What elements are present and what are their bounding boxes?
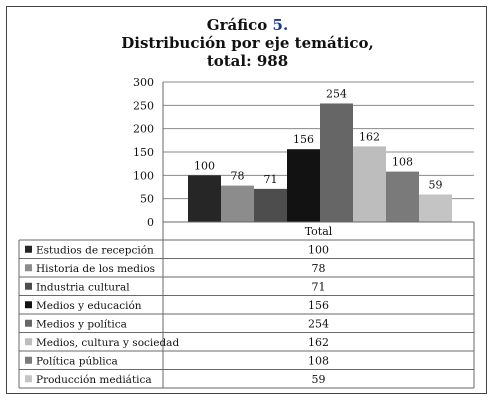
table-value: 78 xyxy=(312,262,326,275)
bar xyxy=(386,171,419,222)
data-label: 162 xyxy=(359,130,380,143)
legend-entry: Estudios de recepción xyxy=(36,244,154,256)
data-label: 156 xyxy=(293,133,314,146)
bar xyxy=(221,185,254,222)
data-label: 59 xyxy=(429,178,443,191)
legend-entry: Industria cultural xyxy=(36,281,130,293)
chart-title-line2: Distribución por eje temático, xyxy=(121,34,374,52)
table-value: 71 xyxy=(312,280,326,293)
bar xyxy=(320,103,353,222)
chart-title-number: 5. xyxy=(272,16,289,34)
chart-title: Gráfico 5. Distribución por eje temático… xyxy=(0,16,495,70)
x-category-label: Total xyxy=(305,225,333,238)
chart-title-prefix: Gráfico xyxy=(206,16,268,34)
table-value: 100 xyxy=(308,243,329,256)
legend-swatch xyxy=(25,245,32,253)
legend-swatch xyxy=(25,338,32,346)
data-label: 78 xyxy=(231,170,245,183)
bar xyxy=(353,146,386,222)
bar xyxy=(188,175,221,222)
legend-entry: Producción mediática xyxy=(36,374,152,386)
table-value: 108 xyxy=(308,354,329,367)
legend-swatch xyxy=(25,356,32,364)
legend-entry: Historia de los medios xyxy=(36,263,155,275)
data-label: 108 xyxy=(392,156,413,169)
table-value: 254 xyxy=(308,317,329,330)
legend-entry: Medios y educación xyxy=(36,300,142,312)
data-label: 100 xyxy=(194,159,215,172)
y-tick-label: 50 xyxy=(140,193,154,206)
legend-swatch xyxy=(25,301,32,309)
table-value: 59 xyxy=(312,373,326,386)
bar xyxy=(419,194,452,222)
legend-entry: Medios y política xyxy=(36,318,127,330)
legend-swatch xyxy=(25,264,32,272)
legend-entry: Medios, cultura y sociedad xyxy=(36,337,179,349)
bar xyxy=(254,188,287,222)
chart-title-line3: total: 988 xyxy=(206,52,289,70)
y-tick-label: 150 xyxy=(133,146,154,159)
y-tick-label: 0 xyxy=(147,216,154,229)
table-value: 156 xyxy=(308,299,329,312)
y-tick-label: 100 xyxy=(133,169,154,182)
table-value: 162 xyxy=(308,336,329,349)
legend-swatch xyxy=(25,319,32,327)
data-label: 71 xyxy=(264,173,278,186)
bar xyxy=(287,149,320,222)
legend-entry: Política pública xyxy=(36,355,118,367)
y-tick-label: 250 xyxy=(133,99,154,112)
data-label: 254 xyxy=(326,87,347,100)
legend-swatch xyxy=(25,282,32,290)
y-tick-label: 300 xyxy=(133,76,154,89)
legend-swatch xyxy=(25,375,32,383)
chart-title-line1: Gráfico 5. xyxy=(0,16,495,34)
y-tick-label: 200 xyxy=(133,123,154,136)
